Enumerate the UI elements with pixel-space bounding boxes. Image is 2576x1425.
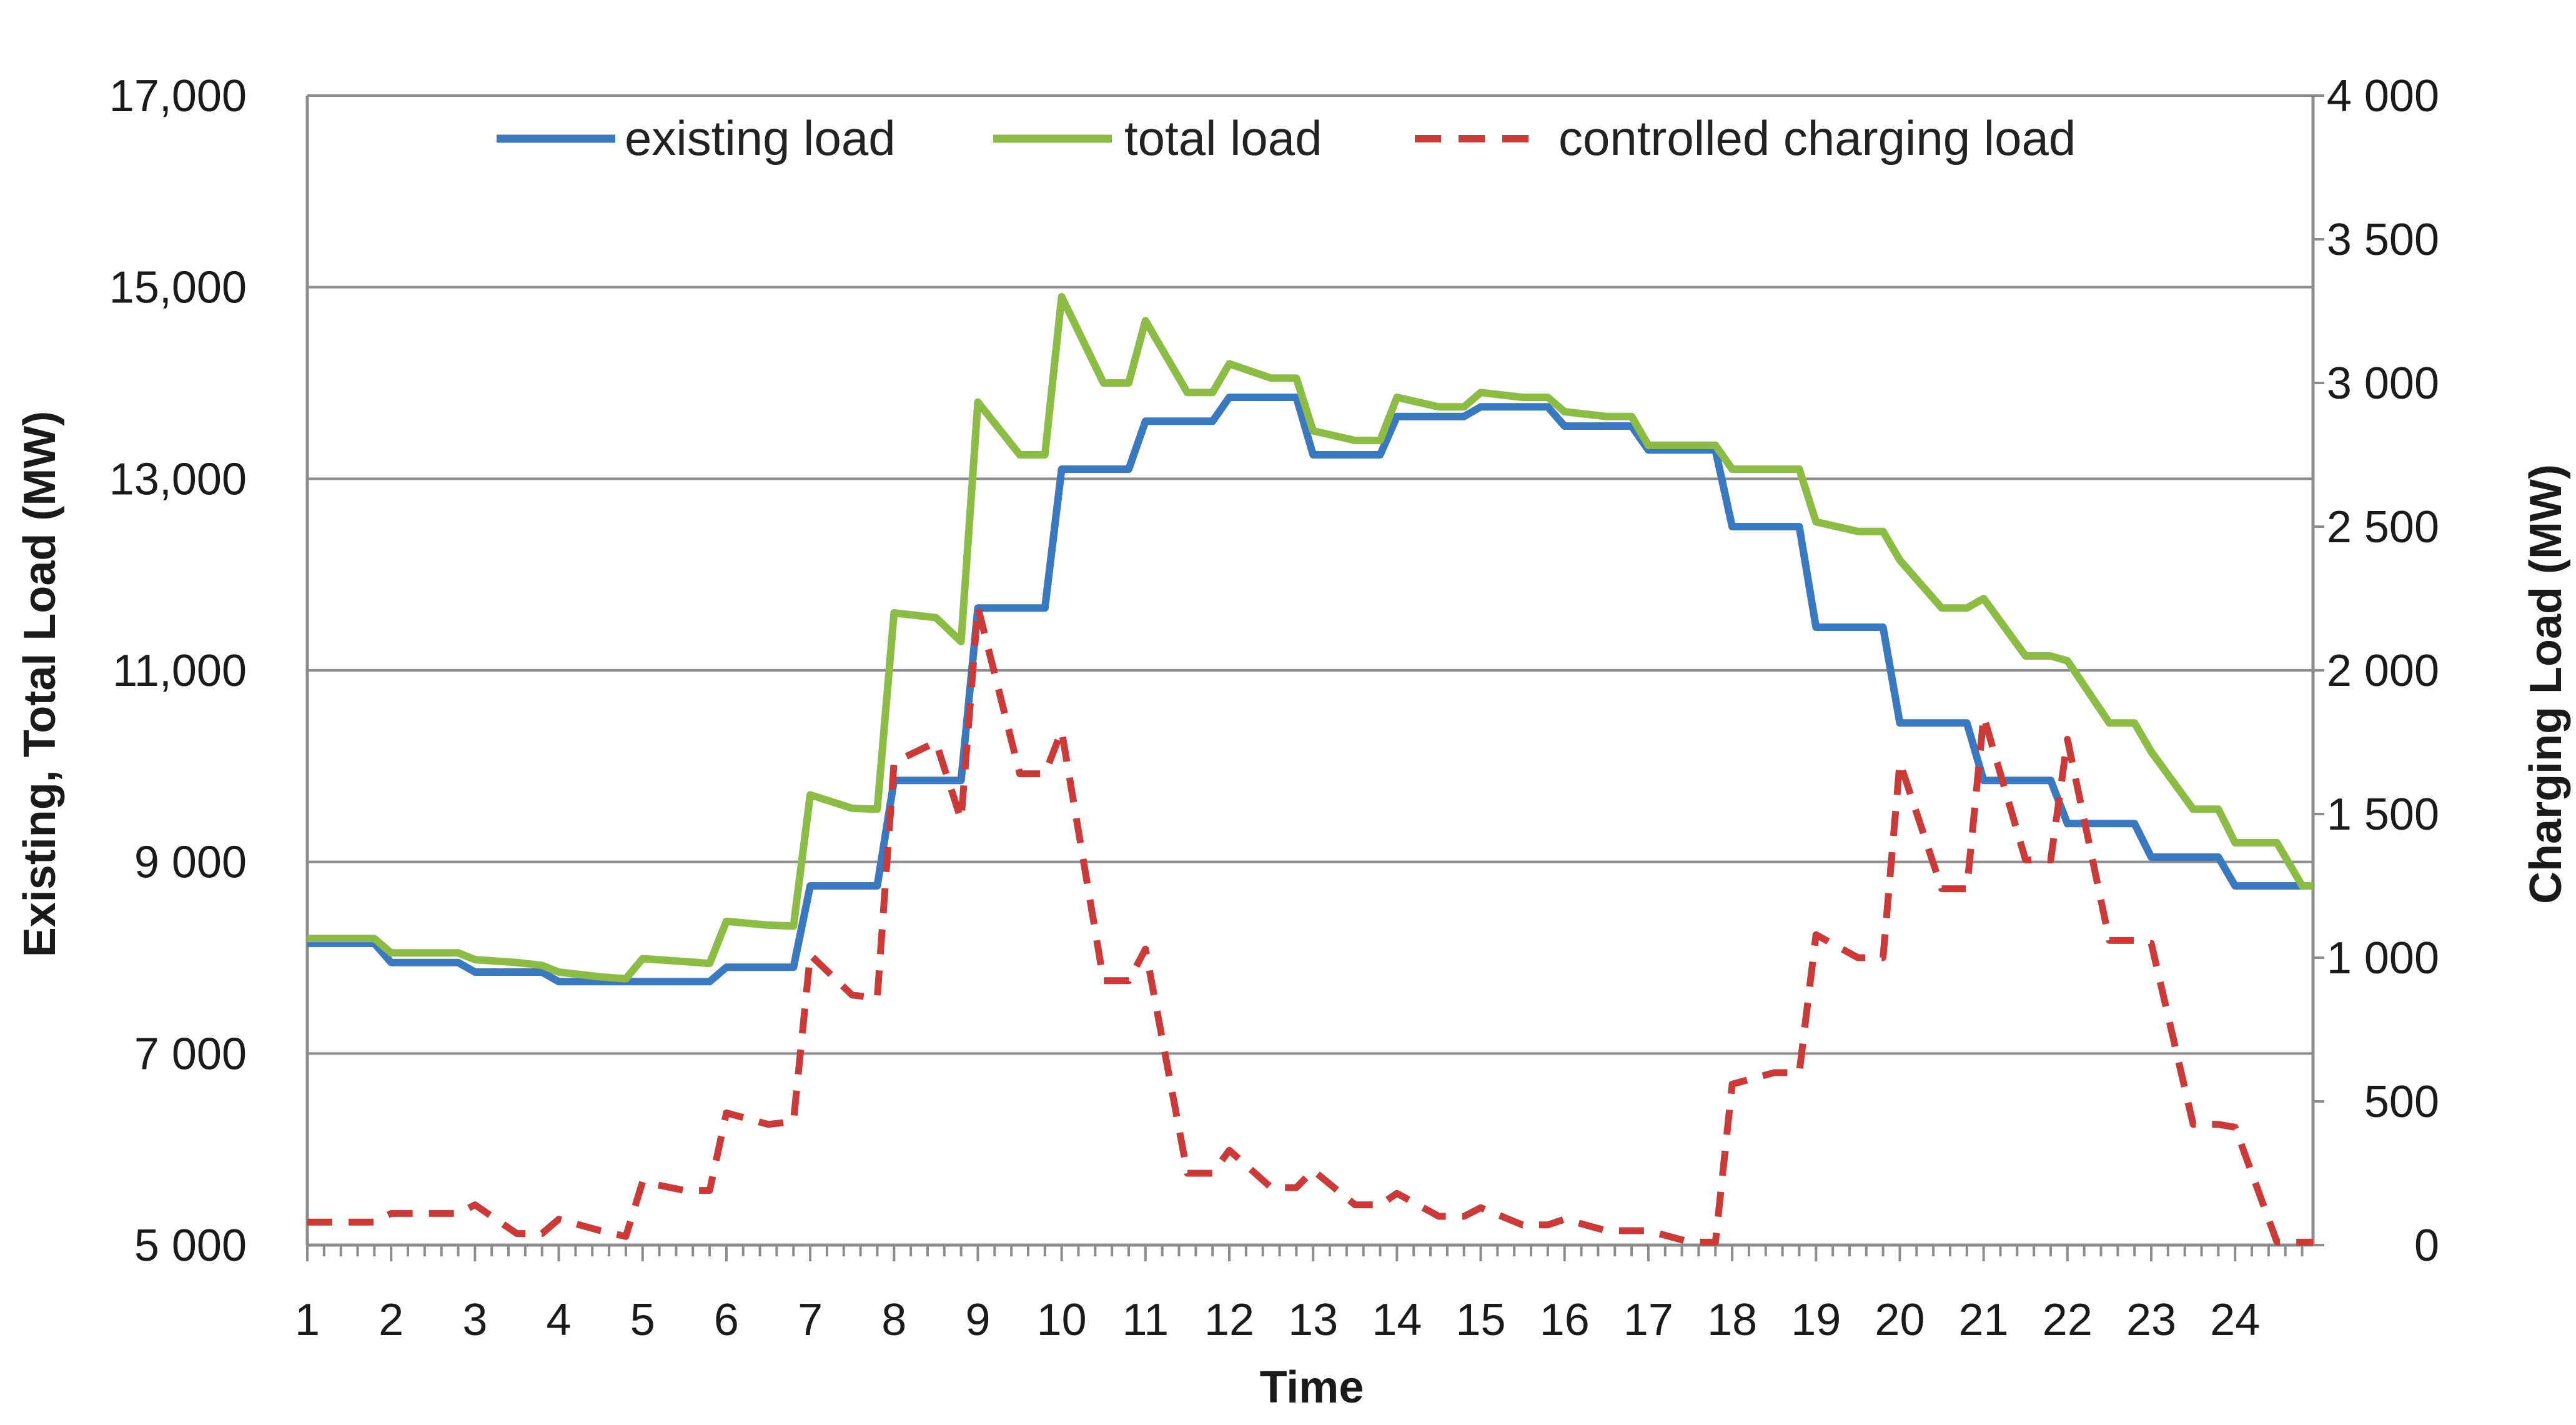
right-y-tick-label: 2 000 xyxy=(2327,646,2439,696)
right-y-tick-label: 0 xyxy=(2414,1221,2439,1271)
x-axis-title: Time xyxy=(1260,1363,1364,1413)
legend: existing load total load controlled char… xyxy=(497,111,2076,166)
x-tick-label: 19 xyxy=(1791,1295,1841,1345)
right-y-tick-label: 1 000 xyxy=(2327,933,2439,983)
left-y-tick-label: 17,000 xyxy=(109,71,247,121)
x-tick-label: 20 xyxy=(1875,1295,1925,1345)
x-tick-label: 12 xyxy=(1204,1295,1254,1345)
x-tick-label: 21 xyxy=(1959,1295,2009,1345)
x-tick-label: 10 xyxy=(1037,1295,1087,1345)
x-tick-label: 6 xyxy=(714,1295,739,1345)
right-y-tick-label: 500 xyxy=(2364,1077,2439,1127)
x-tick-label: 18 xyxy=(1707,1295,1757,1345)
legend-label-total-load: total load xyxy=(1124,111,1322,166)
left-y-axis-title: Existing, Total Load (MW) xyxy=(15,411,65,958)
x-tick-label: 16 xyxy=(1540,1295,1590,1345)
right-y-tick-label: 2 500 xyxy=(2327,502,2439,552)
tick-labels: 5 000 7 000 9 000 11,000 13,000 15,000 17,000 0… xyxy=(109,71,2439,1345)
x-tick-label: 4 xyxy=(547,1295,572,1345)
x-tick-label: 8 xyxy=(881,1295,906,1345)
x-tick-label: 5 xyxy=(630,1295,655,1345)
series-line-controlled-charging-load xyxy=(307,603,2313,1246)
x-tick-label: 7 xyxy=(798,1295,823,1345)
left-y-tick-label: 15,000 xyxy=(109,263,247,313)
x-tick-label: 22 xyxy=(2043,1295,2093,1345)
x-tick-label: 2 xyxy=(379,1295,404,1345)
x-tick-label: 13 xyxy=(1288,1295,1338,1345)
series-line-existing-load xyxy=(307,394,2302,986)
gridlines xyxy=(307,94,2313,1055)
right-y-axis-title: Charging Load (MW) xyxy=(2521,464,2571,904)
left-y-tick-label: 7 000 xyxy=(134,1029,247,1079)
x-tick-label: 9 xyxy=(965,1295,990,1345)
x-tick-label: 17 xyxy=(1623,1295,1673,1345)
right-y-tick-label: 3 500 xyxy=(2327,215,2439,265)
legend-label-controlled-charging-load: controlled charging load xyxy=(1558,111,2076,166)
x-tick-label: 3 xyxy=(462,1295,487,1345)
x-tick-label: 15 xyxy=(1456,1295,1506,1345)
series-lines xyxy=(307,293,2313,1246)
left-y-tick-label: 9 000 xyxy=(134,838,247,888)
series-line-total-load xyxy=(307,293,2313,983)
x-tick-label: 24 xyxy=(2210,1295,2260,1345)
left-y-tick-label: 11,000 xyxy=(112,646,247,696)
legend-label-existing-load: existing load xyxy=(625,111,896,166)
x-tick-label: 11 xyxy=(1122,1295,1169,1345)
x-tick-label: 14 xyxy=(1372,1295,1422,1345)
x-tick-label: 23 xyxy=(2126,1295,2176,1345)
left-y-tick-label: 13,000 xyxy=(109,454,247,504)
right-y-tick-label: 3 000 xyxy=(2327,359,2439,409)
right-y-tick-label: 1 500 xyxy=(2327,790,2439,840)
axes xyxy=(305,94,2324,1261)
left-y-tick-label: 5 000 xyxy=(134,1221,247,1271)
right-y-tick-label: 4 000 xyxy=(2327,71,2439,121)
x-tick-label: 1 xyxy=(295,1295,320,1345)
